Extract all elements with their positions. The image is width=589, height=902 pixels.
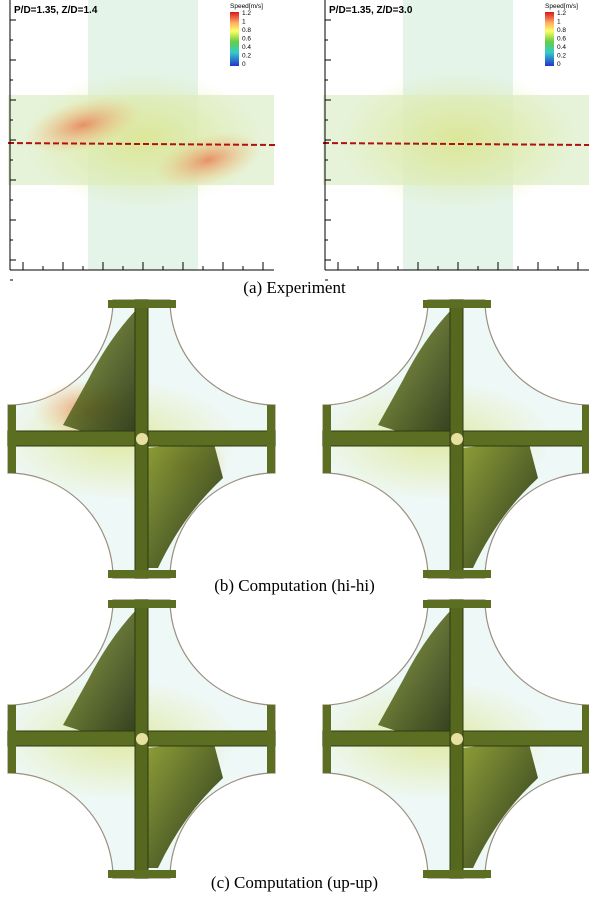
stub [423,600,491,608]
legend-tick-label: 0.8 [242,27,251,34]
legend-tick-label: 0.8 [557,27,566,34]
color-bar [545,12,554,66]
legend-tick-label: 0.2 [242,53,251,60]
stub [423,870,491,878]
hub [136,733,148,745]
blade-lower [148,440,223,568]
blade-upper [63,310,136,438]
caption: (b) Computation (hi-hi) [214,576,375,595]
hub [451,433,463,445]
stub [582,705,589,773]
blade-lower [148,740,223,868]
stub [423,570,491,578]
stub [108,570,176,578]
stub [108,300,176,308]
legend-title: Speed[m/s] [230,3,263,10]
caption: (a) Experiment [243,278,346,297]
stub [8,705,16,773]
legend-tick-label: 1.2 [242,10,251,17]
blade-lower [463,740,538,868]
legend-tick-label: 0.4 [557,44,566,51]
stub [267,705,275,773]
computation-panel [0,600,275,878]
stub [8,405,16,473]
legend-tick-label: 0 [557,61,561,68]
stub [423,300,491,308]
flow-core [338,70,578,210]
computation-panel [0,300,275,578]
stub [582,405,589,473]
stub [323,705,331,773]
hub [136,433,148,445]
panel-label: P/D=1.35, Z/D=1.4 [14,5,98,16]
computation-panel [313,300,589,578]
legend-tick-label: 0 [242,61,246,68]
computation-panel [313,600,589,878]
legend-tick-label: 1.2 [557,10,566,17]
caption: (c) Computation (up-up) [211,873,378,892]
stub [108,870,176,878]
experiment-panel: P/D=1.35, Z/D=3.0 Speed[m/s]1.2 10.8 0.60.4… [323,0,589,280]
blade-upper [63,610,136,738]
legend-tick-label: 0.4 [242,44,251,51]
blade-upper [378,610,451,738]
legend-tick-label: 0.6 [557,36,566,43]
blade-upper [378,310,451,438]
figure: P/D=1.35, Z/D=1.4Speed[m/s]1.210.80.60.4… [0,0,589,902]
legend-tick-label: 1 [242,19,246,26]
stub [323,405,331,473]
blade-lower [463,440,538,568]
legend-tick-label: 1 [557,19,561,26]
panel-label: P/D=1.35, Z/D=3.0 [329,5,413,16]
hub [451,733,463,745]
experiment-panel: P/D=1.35, Z/D=1.4 Speed[m/s]1.2 10.8 0.60.4… [8,0,276,280]
stub [108,600,176,608]
legend-tick-label: 0.6 [242,36,251,43]
legend-title: Speed[m/s] [545,3,578,10]
stub [267,405,275,473]
color-bar [230,12,239,66]
legend-tick-label: 0.2 [557,53,566,60]
